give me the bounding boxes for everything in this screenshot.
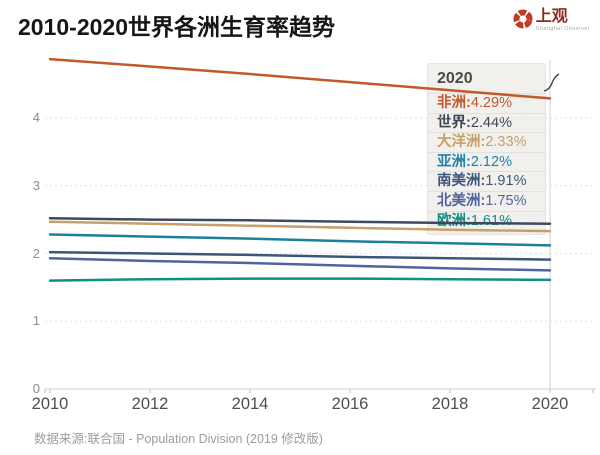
- tooltip-row-value: 2.44%: [470, 114, 512, 131]
- tooltip-row-label: 亚洲:: [437, 153, 471, 170]
- chart-line[interactable]: [48, 277, 552, 282]
- tooltip-row-value: 1.91%: [485, 173, 527, 190]
- y-tick-label: 1: [32, 313, 40, 329]
- y-tick-label: 3: [32, 177, 40, 193]
- tooltip-row-label: 世界:: [437, 114, 471, 131]
- x-tick-label: 2018: [431, 395, 469, 413]
- x-tick-label: 2020: [531, 395, 569, 413]
- tooltip-row-value: 2.33%: [485, 134, 527, 151]
- tooltip-row-label: 南美洲:: [437, 173, 486, 190]
- brand-subtitle: Shanghai Observer: [535, 26, 590, 32]
- tooltip-year: 2020: [437, 70, 473, 87]
- tooltip-row-label: 非洲:: [437, 95, 471, 111]
- x-tick-label: 2012: [131, 395, 169, 413]
- tooltip-row-label: 北美洲:: [437, 192, 486, 209]
- tooltip-row-value: 1.75%: [485, 192, 527, 209]
- mouse-cursor-icon: [543, 73, 560, 92]
- y-tick-label: 0: [32, 381, 40, 396]
- tooltip-row: 非洲:4.29%: [428, 93, 545, 113]
- chart-line[interactable]: [48, 256, 552, 272]
- tooltip-row-value: 1.61%: [470, 212, 512, 229]
- tooltip-row-value: 4.29%: [470, 95, 512, 111]
- tooltip-row: 南美洲:1.91%: [428, 171, 545, 191]
- tooltip-row: 欧洲:1.61%: [428, 210, 545, 231]
- tooltip-row: 北美洲:1.75%: [428, 190, 545, 211]
- brand-logo[interactable]: 上观 Shanghai Observer: [513, 9, 590, 34]
- brand-name: 上观: [535, 8, 568, 25]
- aperture-logo-icon: [513, 9, 533, 34]
- tooltip-row-label: 大洋洲:: [437, 134, 486, 151]
- tooltip-row: 大洋洲:2.33%: [428, 132, 545, 152]
- chart-line[interactable]: [48, 233, 552, 247]
- tooltip-row-value: 2.12%: [470, 153, 512, 170]
- data-source-note: 数据来源:联合国 - Population Division (2019 修改版…: [34, 432, 323, 446]
- tooltip-row: 世界:2.44%: [428, 112, 545, 133]
- tooltip-row: 亚洲:2.12%: [428, 151, 545, 172]
- hover-tooltip: 2020 非洲:4.29% 世界:2.44% 大洋洲:2.33% 亚洲:2.12% 南美…: [427, 63, 546, 236]
- x-tick-label: 2014: [231, 395, 269, 413]
- x-tick-label: 2016: [331, 395, 369, 413]
- page-title: 2010-2020世界各洲生育率趋势: [18, 14, 335, 40]
- y-tick-label: 2: [32, 245, 40, 261]
- y-tick-label: 4: [32, 110, 40, 125]
- chart-line[interactable]: [48, 250, 552, 261]
- tooltip-row-label: 欧洲:: [437, 212, 471, 229]
- x-tick-label: 2010: [31, 395, 69, 413]
